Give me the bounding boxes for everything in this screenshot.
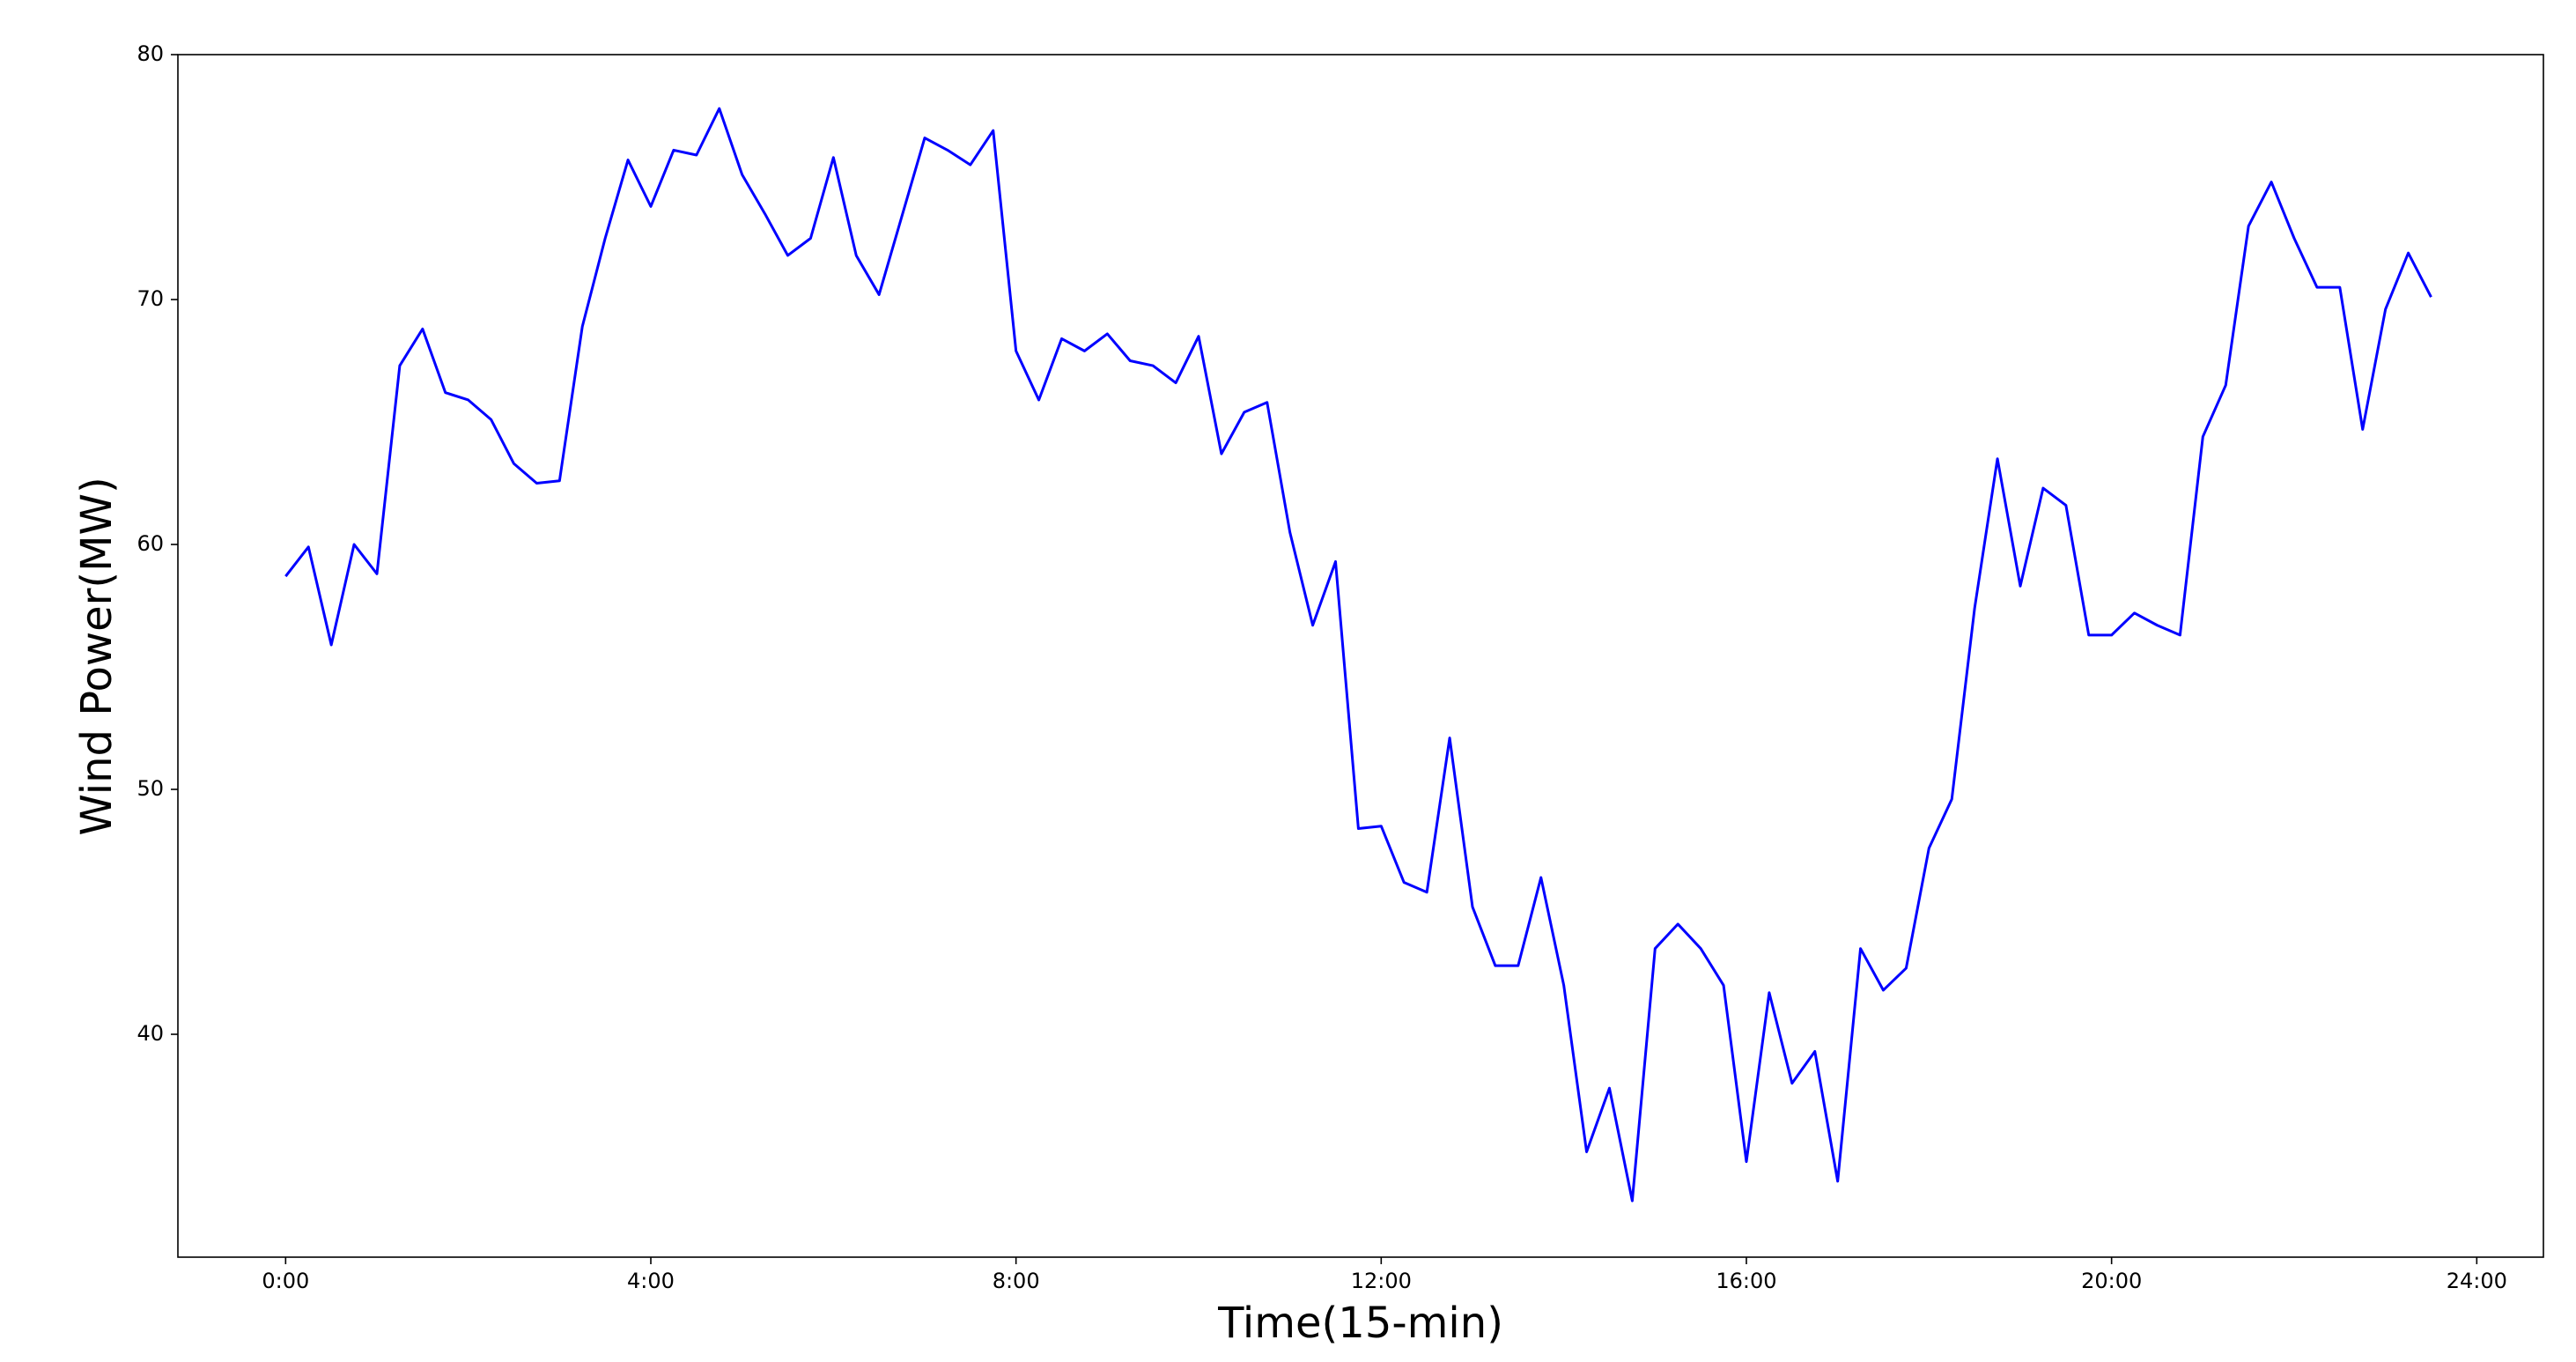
data-line — [284, 107, 2432, 1203]
x-tick-label: 20:00 — [2081, 1269, 2142, 1293]
x-tick-label: 8:00 — [993, 1269, 1040, 1293]
y-tick-label: 80 — [137, 41, 164, 66]
x-tick-label: 12:00 — [1351, 1269, 1412, 1293]
x-tick-label: 4:00 — [627, 1269, 675, 1293]
y-axis-label: Wind Power(MW) — [72, 477, 122, 835]
y-tick-label: 50 — [137, 776, 164, 801]
x-tick-label: 24:00 — [2447, 1269, 2507, 1293]
y-tick-label: 70 — [137, 286, 164, 311]
x-tick-label: 16:00 — [1716, 1269, 1776, 1293]
y-tick-label: 60 — [137, 531, 164, 556]
x-axis-label: Time(15-min) — [1217, 1299, 1503, 1348]
plot-frame — [177, 54, 2544, 1258]
y-tick-label: 40 — [137, 1021, 164, 1046]
x-tick-label: 0:00 — [262, 1269, 309, 1293]
